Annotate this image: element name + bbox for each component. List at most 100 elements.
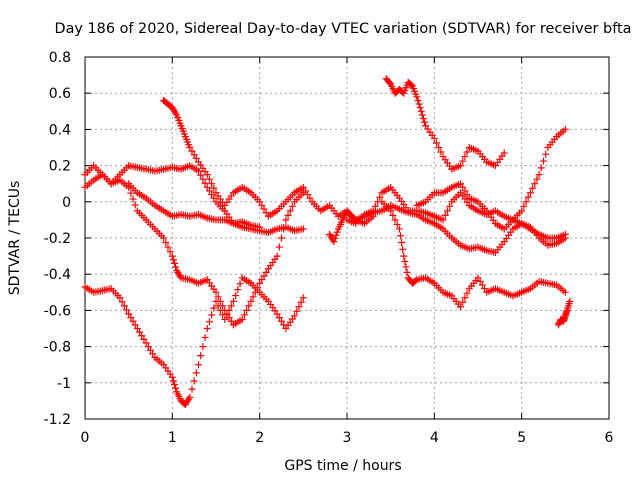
- data-point: [386, 79, 394, 87]
- data-point: [116, 294, 124, 302]
- data-point: [414, 96, 422, 104]
- data-point: [443, 207, 451, 215]
- data-point: [537, 164, 545, 172]
- data-point: [240, 311, 248, 319]
- data-point: [407, 81, 415, 89]
- data-point: [413, 93, 421, 101]
- data-point: [430, 134, 438, 142]
- data-point: [421, 118, 429, 126]
- data-point: [205, 187, 213, 195]
- data-point: [417, 107, 425, 115]
- data-point: [540, 157, 547, 165]
- data-point: [299, 225, 307, 233]
- data-point: [333, 228, 341, 236]
- data-point: [446, 202, 454, 210]
- data-point: [164, 243, 172, 251]
- y-tick-label: 0.2: [49, 159, 71, 175]
- data-point: [400, 252, 408, 260]
- data-point: [457, 162, 465, 170]
- data-point: [186, 144, 194, 151]
- data-point: [402, 263, 410, 271]
- data-point: [457, 303, 465, 311]
- data-point: [286, 207, 294, 215]
- series-arc-5: [125, 180, 264, 231]
- data-point: [474, 274, 482, 282]
- data-point: [330, 238, 338, 246]
- data-point: [147, 346, 154, 354]
- data-point: [461, 294, 469, 302]
- data-point: [437, 148, 445, 156]
- data-point: [273, 310, 281, 318]
- data-point: [299, 294, 307, 302]
- data-point: [278, 317, 285, 325]
- data-point: [391, 216, 399, 224]
- data-point: [415, 100, 423, 108]
- data-point: [138, 332, 146, 340]
- data-point: [120, 302, 128, 310]
- data-point: [459, 298, 467, 306]
- data-point: [160, 234, 168, 242]
- data-point: [125, 310, 133, 318]
- data-point: [214, 293, 222, 301]
- data-point: [531, 180, 539, 188]
- y-tick-label: 0: [62, 195, 71, 211]
- data-point: [201, 179, 209, 187]
- data-point: [459, 183, 467, 191]
- data-point: [297, 298, 305, 306]
- data-point: [478, 281, 486, 289]
- data-point: [461, 153, 469, 161]
- y-tick-label: -0.2: [44, 231, 71, 247]
- data-point: [133, 325, 141, 332]
- data-point: [258, 276, 266, 284]
- data-point: [169, 377, 177, 385]
- x-tick-label: 0: [81, 430, 90, 446]
- data-point: [256, 279, 264, 287]
- data-point: [149, 350, 157, 358]
- data-point: [520, 202, 528, 210]
- data-point: [398, 239, 406, 247]
- y-tick-label: -0.4: [44, 267, 71, 283]
- data-point: [197, 171, 205, 179]
- data-point: [376, 193, 384, 201]
- data-point: [441, 211, 449, 219]
- data-point: [251, 288, 259, 296]
- data-point: [282, 216, 290, 224]
- data-point: [419, 115, 427, 123]
- data-point: [457, 180, 465, 188]
- data-point: [304, 191, 312, 199]
- data-point: [542, 150, 550, 158]
- data-point: [331, 234, 339, 242]
- data-point: [529, 184, 537, 192]
- data-point: [369, 207, 377, 215]
- y-tick-label: 0.8: [49, 50, 71, 66]
- y-tick-label: -1: [57, 376, 71, 392]
- data-point: [396, 232, 404, 240]
- data-point: [275, 243, 283, 251]
- data-point: [131, 201, 139, 209]
- data-point: [374, 198, 382, 206]
- data-point: [393, 220, 401, 228]
- data-point: [225, 314, 233, 322]
- x-tick-label: 4: [430, 430, 439, 446]
- y-tick-label: -1.2: [44, 412, 71, 428]
- data-point: [190, 377, 198, 385]
- data-point: [399, 245, 407, 253]
- data-point: [459, 157, 467, 165]
- data-point: [171, 381, 179, 389]
- data-point: [522, 198, 530, 206]
- data-point: [129, 195, 137, 203]
- data-point: [127, 314, 135, 322]
- data-point: [412, 277, 420, 285]
- data-point: [293, 307, 301, 315]
- data-point: [172, 263, 180, 271]
- data-point: [205, 318, 213, 326]
- data-point: [284, 211, 292, 219]
- data-point: [122, 306, 130, 314]
- data-point: [533, 175, 541, 183]
- data-point: [280, 225, 288, 233]
- data-point: [387, 207, 395, 215]
- data-point: [463, 191, 471, 199]
- data-point: [299, 183, 307, 191]
- data-point: [435, 144, 443, 151]
- series-arc-8: [378, 198, 569, 311]
